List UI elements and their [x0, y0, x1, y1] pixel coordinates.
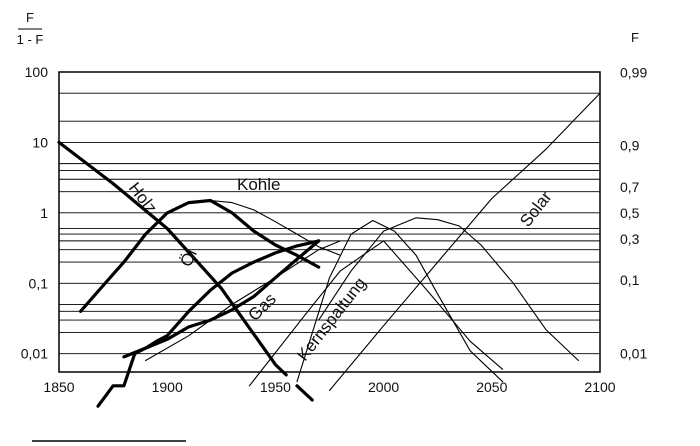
series-line-gas	[145, 240, 341, 362]
series-line-kohle	[78, 198, 321, 313]
right-tick-label: 0,5	[620, 205, 640, 221]
series-line-kernspaltung	[296, 219, 504, 383]
curve-label-solar: Solar	[516, 187, 556, 230]
x-tick-label: 1950	[260, 379, 291, 395]
right-tick-label: 0,1	[620, 272, 640, 288]
left-tick-label: 100	[25, 64, 49, 80]
x-axis-tick-labels: 1850 1900 1950 2000 2050 2100	[43, 379, 615, 395]
left-tick-label: 1	[40, 205, 48, 221]
right-tick-label: 0,01	[620, 345, 647, 361]
series-line-holz	[295, 384, 314, 402]
right-axis-tick-labels: 0,99 0,9 0,7 0,5 0,3 0,1 0,01	[620, 64, 647, 361]
series-line	[318, 217, 579, 362]
plot-frame	[58, 71, 601, 373]
x-tick-label: 1850	[43, 379, 74, 395]
right-tick-label: 0,3	[620, 231, 640, 247]
right-tick-label: 0,99	[620, 64, 647, 80]
left-tick-label: 0,1	[29, 275, 49, 291]
right-tick-label: 0,9	[620, 138, 640, 154]
left-axis-title: F 1 - F	[17, 10, 44, 47]
grid	[59, 71, 600, 355]
series-line	[248, 240, 504, 387]
series-layer	[57, 92, 601, 408]
x-tick-label: 2100	[584, 379, 615, 395]
left-tick-label: 10	[32, 134, 48, 150]
series-line-solar	[328, 92, 601, 392]
curve-label-kernspaltung: Kernspaltung	[293, 274, 370, 365]
series-line-kohle	[209, 199, 341, 256]
series-line-öl	[96, 239, 321, 408]
left-axis-tick-labels: 100 10 1 0,1 0,01	[21, 64, 48, 362]
curve-label-kohle: Kohle	[237, 175, 280, 194]
curve-label-oel: Öl	[176, 246, 200, 269]
x-tick-label: 1900	[152, 379, 183, 395]
curve-label-gas: Gas	[244, 289, 279, 324]
right-tick-label: 0,7	[620, 179, 640, 195]
series-line-gas	[122, 239, 321, 359]
x-tick-label: 2050	[476, 379, 507, 395]
right-axis-title: F	[631, 30, 639, 45]
series-line-holz	[57, 140, 288, 377]
left-axis-title-numerator: F	[26, 10, 34, 25]
left-tick-label: 0,01	[21, 346, 48, 362]
x-tick-label: 2000	[368, 379, 399, 395]
left-axis-title-denominator: 1 - F	[17, 32, 44, 47]
